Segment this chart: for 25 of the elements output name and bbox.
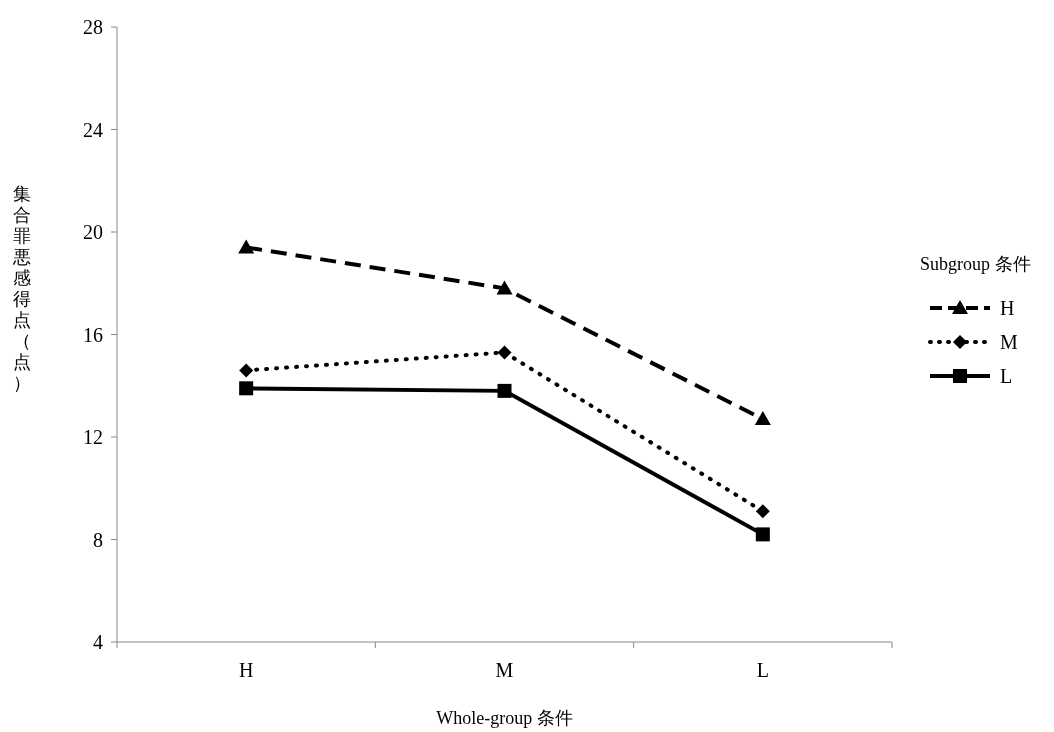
y-tick-label: 12 bbox=[83, 426, 103, 448]
y-tick-label: 28 bbox=[83, 16, 103, 38]
point bbox=[239, 381, 254, 396]
x-tick-label: H bbox=[238, 659, 254, 681]
point bbox=[496, 280, 513, 295]
point bbox=[238, 239, 255, 254]
y-tick-label: 8 bbox=[93, 528, 103, 551]
legend-label: L bbox=[1000, 365, 1013, 387]
y-tick-label: 24 bbox=[83, 118, 103, 141]
y-tick-label: 16 bbox=[83, 323, 103, 346]
point bbox=[497, 383, 512, 398]
x-axis-title: Whole-group 条件 bbox=[436, 708, 573, 728]
point bbox=[239, 363, 254, 378]
x-tick-label: L bbox=[756, 659, 769, 681]
point bbox=[497, 345, 512, 360]
y-tick-label: 20 bbox=[83, 221, 103, 243]
legend-label: H bbox=[1000, 297, 1015, 319]
y-tick-label: 4 bbox=[93, 631, 103, 653]
point bbox=[755, 527, 770, 542]
point bbox=[754, 411, 771, 426]
point bbox=[755, 504, 770, 519]
text: 集合罪悪感得点（点） bbox=[13, 184, 31, 393]
x-tick-label: M bbox=[495, 659, 514, 681]
legend-title: Subgroup 条件 bbox=[920, 254, 1031, 274]
legend-label: M bbox=[1000, 331, 1018, 353]
